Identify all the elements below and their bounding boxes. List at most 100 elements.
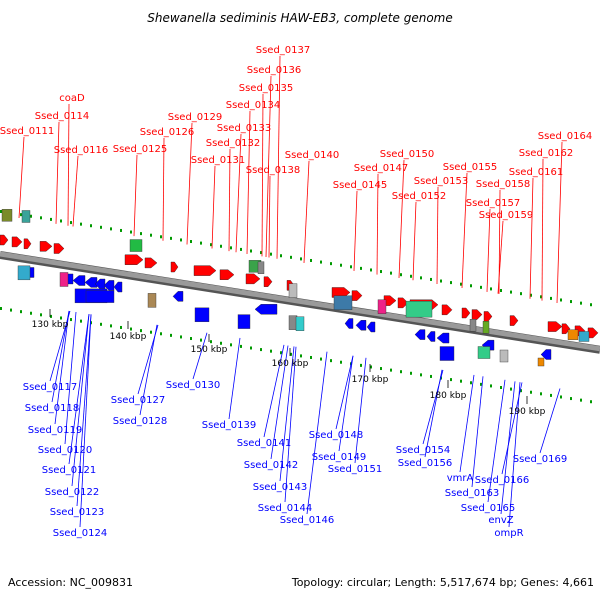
gene-leader-line (459, 374, 475, 473)
gene-label: Ssed_0121 (42, 465, 97, 476)
gene-label: Ssed_0145 (333, 180, 388, 191)
gene-leader-line (228, 337, 241, 420)
gene-leader-line (261, 93, 264, 257)
tick-dot (370, 365, 372, 369)
reverse-gene-arrow (84, 277, 98, 288)
tick-dot (590, 400, 592, 404)
gene-label: Ssed_0161 (509, 167, 564, 178)
tick-dot (100, 225, 102, 229)
tick-dot (390, 368, 392, 372)
forward-gene-arrow (587, 327, 599, 339)
tick-dot (10, 308, 12, 312)
forward-gene-arrow (0, 234, 9, 246)
tick-dot (420, 373, 422, 377)
tick-dot (510, 387, 512, 391)
gene-label: Ssed_0123 (50, 507, 105, 518)
tick-dot (80, 319, 82, 323)
gene-label: Ssed_0156 (398, 458, 453, 469)
gene-label: Ssed_0163 (445, 488, 500, 499)
gene-leader-line (412, 201, 417, 281)
tick-dot (380, 270, 382, 274)
gene-label: envZ (488, 515, 513, 526)
gene-label: Ssed_0129 (168, 112, 223, 123)
forward-gene-arrow (23, 238, 32, 249)
tick-dot (60, 219, 62, 223)
gene-leader-line (303, 160, 310, 264)
tick-dot (180, 238, 182, 242)
gene-label: Ssed_0122 (45, 487, 100, 498)
gene-label: Ssed_0131 (191, 155, 246, 166)
tick-dot (410, 371, 412, 375)
gene-leader-line (486, 208, 491, 292)
tick-dot (430, 277, 432, 281)
tick-dot (390, 271, 392, 275)
gene-leader-line (71, 314, 90, 487)
reverse-gene-arrow (72, 275, 86, 286)
tick-dot (290, 352, 292, 356)
tick-dot (140, 232, 142, 236)
gene-label: Ssed_0132 (206, 138, 261, 149)
tick-dot (530, 293, 532, 297)
gene-leader-line (398, 159, 405, 279)
gene-leader-line (556, 141, 563, 304)
tick-dot (70, 318, 72, 322)
tick-dot (30, 311, 32, 315)
forward-gene-arrow (219, 269, 235, 280)
tick-dot (0, 307, 2, 310)
gene-label: ompR (494, 528, 523, 539)
reverse-gene-box (237, 314, 251, 329)
forward-gene-arrow (471, 309, 483, 320)
misc-feature-box (578, 331, 590, 342)
gene-leader-line (64, 311, 77, 445)
gene-leader-line (268, 175, 271, 258)
kbp-label: 160 kbp (272, 359, 309, 369)
gene-leader-line (335, 355, 354, 430)
tick-dot (170, 333, 172, 337)
tick-dot (580, 398, 582, 402)
tick-dot (130, 327, 132, 331)
gene-label: Ssed_0124 (53, 528, 108, 539)
forward-gene-arrow (144, 257, 158, 269)
gene-label: Ssed_0142 (244, 460, 299, 471)
tick-dot (470, 284, 472, 288)
kbp-label: 130 kbp (32, 320, 69, 330)
gene-leader-line (276, 55, 281, 259)
tick-dots-layer (0, 210, 592, 404)
gene-label: Ssed_0134 (226, 100, 281, 111)
kbp-label: 140 kbp (110, 332, 147, 342)
tick-dot (280, 254, 282, 258)
tick-dot (340, 263, 342, 267)
tick-dot (50, 314, 52, 318)
misc-feature-box (537, 357, 545, 367)
tick-dot (90, 321, 92, 325)
tick-dot (400, 273, 402, 277)
tick-dot (490, 384, 492, 388)
gene-label: Ssed_0159 (479, 210, 534, 221)
tick-dot (450, 378, 452, 382)
tick-dot (480, 382, 482, 386)
tick-dot (440, 279, 442, 283)
kbp-label: 150 kbp (191, 345, 228, 355)
gene-leader-line (284, 346, 297, 503)
tick-dot (330, 262, 332, 266)
tick-dot (180, 335, 182, 339)
tick-dot (320, 260, 322, 264)
gene-label: Ssed_0139 (202, 420, 257, 431)
forward-gene-arrow (193, 265, 217, 276)
tick-dot (400, 370, 402, 374)
forward-gene-arrow (351, 290, 363, 301)
tick-dot (520, 292, 522, 296)
tick-dot (20, 213, 22, 217)
misc-feature-box (288, 283, 298, 298)
gene-label: vmrA (447, 473, 474, 484)
gene-label: Ssed_0127 (111, 395, 166, 406)
gene-label: Ssed_0114 (35, 111, 90, 122)
forward-gene-arrow (124, 254, 144, 265)
gene-label: Ssed_0152 (392, 191, 447, 202)
gene-labels-layer: Ssed_0111 Ssed_0114 coaD Ssed_0116 Ssed_0125… (0, 45, 592, 539)
gene-leader-line (246, 110, 251, 255)
tick-dot (300, 257, 302, 261)
tick-dot (90, 224, 92, 228)
tick-dot (510, 290, 512, 294)
